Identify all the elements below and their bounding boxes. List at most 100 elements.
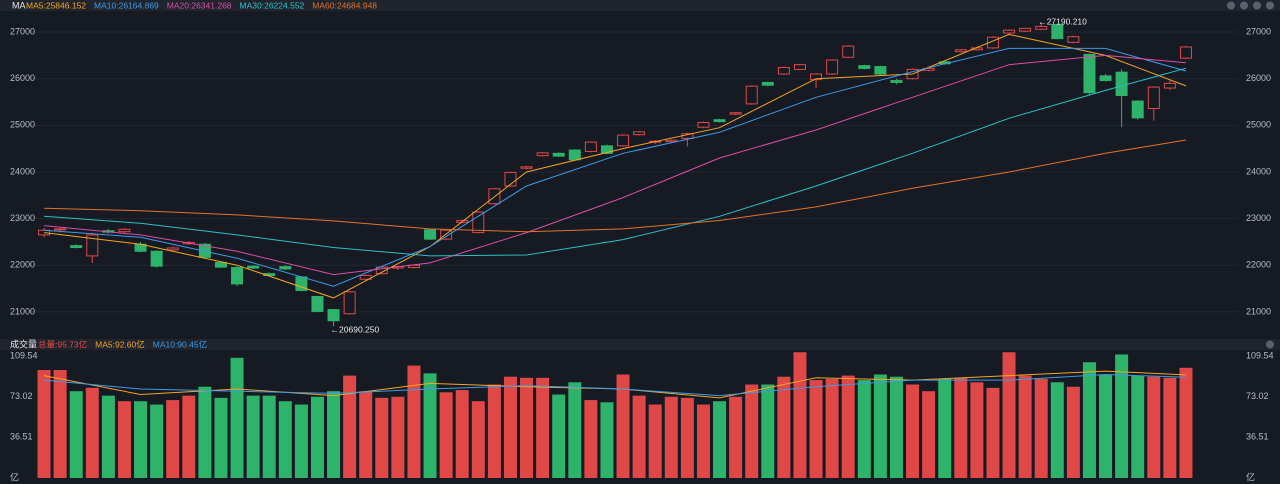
- volume-bar: [970, 382, 984, 478]
- legend-entry: MA10:90.45亿: [153, 339, 207, 349]
- candle-body: [810, 73, 823, 81]
- candle-body: [954, 49, 967, 53]
- price-annotation: ←20690.250: [331, 325, 380, 335]
- y-tick-label-right: 109.54: [1246, 350, 1274, 360]
- candle-body: [1003, 29, 1016, 34]
- icon-button[interactable]: [1240, 1, 1248, 10]
- icon-button[interactable]: [1227, 1, 1235, 10]
- ma-line: [43, 139, 1187, 233]
- volume-bar: [230, 357, 244, 478]
- ma-line: [43, 54, 1187, 276]
- y-tick-label: 21000: [10, 306, 35, 316]
- volume-bar: [1050, 382, 1064, 478]
- volume-bar: [648, 404, 662, 478]
- volume-bar: [359, 391, 373, 478]
- volume-bar: [729, 396, 743, 478]
- volume-bar: [262, 395, 276, 478]
- volume-bar: [1066, 386, 1080, 478]
- volume-bar: [150, 404, 164, 478]
- volume-bar: [1002, 352, 1016, 478]
- candle-body: [1035, 25, 1048, 30]
- y-tick-label: 25000: [10, 120, 35, 130]
- candle-body: [1099, 75, 1112, 82]
- y-tick-label-right: 22000: [1246, 260, 1271, 270]
- legend: MA5:25846.152 MA10:26164.869 MA20:26341.26…: [26, 0, 377, 10]
- volume-bar: [1034, 378, 1048, 478]
- candle-body: [1163, 82, 1176, 89]
- volume-bar: [1018, 375, 1032, 478]
- price-header: [0, 0, 1280, 11]
- y-tick-label-right: 24000: [1246, 166, 1271, 176]
- volume-bar: [37, 370, 51, 478]
- volume-bar: [375, 397, 389, 478]
- y-tick-label-right: 亿: [1246, 471, 1255, 482]
- y-tick-label: 26000: [10, 73, 35, 83]
- volume-bar: [182, 395, 196, 478]
- candle-body: [584, 141, 597, 152]
- y-tick-label-right: 26000: [1246, 73, 1271, 83]
- volume-bar: [520, 377, 534, 478]
- candle-body: [874, 66, 887, 75]
- candle-body: [713, 119, 726, 123]
- volume-bar: [761, 384, 775, 478]
- candle-body: [231, 267, 244, 285]
- volume-header: [0, 339, 1280, 350]
- volume-bar: [552, 394, 566, 478]
- volume-bar: [423, 373, 437, 478]
- y-tick-label-right: 25000: [1246, 120, 1271, 130]
- candle-body: [842, 45, 855, 58]
- y-tick-label-right: 21000: [1246, 306, 1271, 316]
- volume-bar: [713, 401, 727, 478]
- volume-title: 成交量: [10, 338, 37, 349]
- volume-bar: [1131, 375, 1145, 478]
- candle-body: [793, 64, 806, 70]
- volume-bar: [922, 391, 936, 478]
- candle-body: [311, 295, 324, 312]
- candle-body: [150, 250, 163, 267]
- volume-bar: [873, 374, 887, 478]
- candle-body: [214, 261, 227, 268]
- volume-bar: [1082, 362, 1096, 478]
- volume-bar: [857, 380, 871, 478]
- y-tick-label: 36.51: [10, 432, 33, 442]
- candle-body: [1051, 24, 1064, 40]
- volume-bar: [134, 401, 148, 478]
- volume-bar: [53, 370, 67, 478]
- legend: 总量:95.73亿 MA5:92.60亿 MA10:90.45亿: [38, 339, 207, 349]
- legend-entry: MA30:26224.552: [240, 0, 305, 10]
- candle-body: [520, 166, 533, 169]
- volume-bar: [1115, 354, 1129, 478]
- volume-bar: [938, 378, 952, 478]
- volume-bar: [117, 401, 131, 478]
- y-tick-label-right: 73.02: [1246, 391, 1269, 401]
- y-tick-label: 109.54: [10, 350, 38, 360]
- volume-bar: [471, 401, 485, 478]
- candle-body: [745, 85, 758, 105]
- candle-body: [54, 228, 67, 231]
- volume-bar: [1147, 376, 1161, 478]
- icon-button[interactable]: [1266, 340, 1274, 349]
- volume-bar: [632, 395, 646, 478]
- candle-body: [890, 80, 903, 83]
- candle-body: [858, 65, 871, 69]
- candle-body: [504, 171, 517, 187]
- candle-body: [777, 66, 790, 75]
- candle-body: [247, 265, 260, 269]
- volume-bar: [777, 376, 791, 478]
- volume-bar: [696, 404, 710, 478]
- volume-bar: [455, 390, 469, 478]
- candle-body: [86, 234, 99, 257]
- volume-bar: [391, 396, 405, 478]
- candle-body: [1083, 53, 1096, 94]
- candle-body: [1067, 36, 1080, 43]
- volume-bar: [101, 395, 115, 478]
- candle-body: [633, 131, 646, 136]
- candle-body: [166, 247, 179, 251]
- icon-button[interactable]: [1253, 1, 1261, 10]
- candle-body: [118, 228, 131, 233]
- volume-bar: [407, 365, 421, 478]
- candle-body: [343, 291, 356, 315]
- candle-body: [568, 149, 581, 161]
- icon-button[interactable]: [1266, 1, 1274, 10]
- volume-bar: [85, 387, 99, 478]
